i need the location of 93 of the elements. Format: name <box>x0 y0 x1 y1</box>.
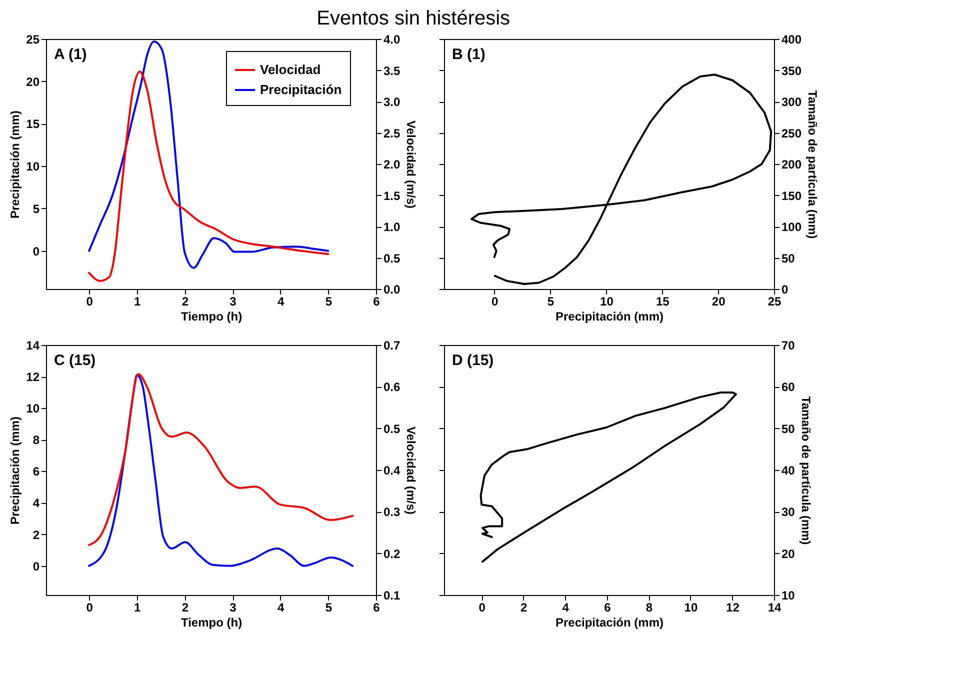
y2-tick-label: 0 <box>782 282 788 296</box>
x-tick-label: 0 <box>86 294 94 308</box>
y-tick-label: 15 <box>26 117 40 132</box>
y2-tick-label: 0.6 <box>384 380 401 394</box>
y2-tick-label: 0.2 <box>384 546 401 561</box>
y2-tick-label: 400 <box>782 32 802 46</box>
x-tick-label: 5 <box>325 294 332 308</box>
y-tick-label: 14 <box>26 338 40 352</box>
x-tick-label: 0 <box>491 294 498 308</box>
y2-axis-title: Velocidad (m/s) <box>404 120 418 209</box>
x-tick-label: 2 <box>182 600 189 614</box>
y2-tick-label: 0.7 <box>384 338 401 352</box>
x-tick-label: 3 <box>230 294 237 308</box>
y2-tick-label: 70 <box>782 338 796 352</box>
x-tick-label: 3 <box>230 600 237 614</box>
annotation: B (1) <box>452 46 486 63</box>
y2-tick-label: 250 <box>782 126 802 140</box>
y2-tick-label: 100 <box>782 220 802 234</box>
y2-tick-label: 4.0 <box>384 32 401 46</box>
legend-label: Precipitación <box>260 82 342 97</box>
y2-tick-label: 20 <box>782 546 796 561</box>
annotation: D (15) <box>452 352 494 369</box>
x-tick-label: 10 <box>600 294 614 308</box>
y-tick-label: 8 <box>32 433 40 448</box>
y2-tick-label: 50 <box>782 251 796 266</box>
y-axis-title: Precipitación (mm) <box>8 416 22 525</box>
y2-axis-title: Tamaño de partícula (mm) <box>798 396 813 545</box>
x-tick-label: 14 <box>768 600 782 614</box>
y2-tick-label: 60 <box>782 380 796 394</box>
x-tick-label: 5 <box>547 294 554 308</box>
annotation: A (1) <box>54 46 87 63</box>
x-axis-title: Tiempo (h) <box>180 616 242 630</box>
x-tick-label: 15 <box>656 294 670 308</box>
y-tick-label: 2 <box>32 528 40 542</box>
y2-tick-label: 300 <box>782 95 802 109</box>
x-tick-label: 10 <box>684 600 698 614</box>
x-tick-label: 2 <box>182 294 189 308</box>
x-axis-title: Precipitación (mm) <box>555 616 664 630</box>
y2-tick-label: 3.5 <box>384 64 401 78</box>
y2-tick-label: 2.5 <box>384 126 401 140</box>
x-tick-label: 6 <box>373 600 380 614</box>
x-tick-label: 1 <box>134 600 142 614</box>
y-tick-label: 25 <box>26 32 40 46</box>
x-tick-label: 8 <box>646 600 653 614</box>
y-tick-label: 10 <box>26 160 40 174</box>
x-tick-label: 1 <box>134 294 142 308</box>
y2-tick-label: 150 <box>782 188 802 203</box>
y-tick-label: 4 <box>32 496 40 510</box>
x-tick-label: 4 <box>278 294 285 308</box>
y2-tick-label: 3.0 <box>384 95 401 109</box>
x-tick-label: 6 <box>373 294 380 308</box>
y2-tick-label: 0.1 <box>384 588 401 602</box>
line-series <box>480 392 737 563</box>
y-tick-label: 0 <box>32 244 40 258</box>
y2-tick-label: 0.4 <box>384 464 401 478</box>
y-axis-title: Precipitación (mm) <box>8 110 22 219</box>
y2-tick-label: 2.0 <box>384 158 401 172</box>
x-tick-label: 25 <box>768 294 782 308</box>
y2-tick-label: 50 <box>782 422 796 436</box>
y2-tick-label: 0.5 <box>384 422 401 436</box>
y2-tick-label: 0.0 <box>384 282 401 296</box>
y-tick-label: 20 <box>26 74 40 89</box>
x-tick-label: 0 <box>478 600 486 614</box>
legend-label: Velocidad <box>260 62 321 77</box>
y-tick-label: 6 <box>32 464 40 479</box>
y-tick-label: 12 <box>26 370 40 384</box>
x-tick-label: 4 <box>562 600 570 614</box>
y2-tick-label: 0.3 <box>384 505 401 520</box>
annotation: C (15) <box>54 352 96 369</box>
y2-tick-label: 40 <box>782 464 796 478</box>
x-tick-label: 12 <box>726 600 740 614</box>
y2-tick-label: 30 <box>782 505 796 520</box>
x-axis-title: Tiempo (h) <box>180 310 242 324</box>
y2-axis-title: Tamaño de partícula (mm) <box>806 90 820 239</box>
y2-tick-label: 10 <box>782 588 796 602</box>
y2-tick-label: 350 <box>782 64 802 78</box>
x-tick-label: 5 <box>325 600 332 614</box>
y-tick-label: 5 <box>32 202 40 216</box>
y2-axis-title: Velocidad (m/s) <box>404 426 418 515</box>
chart-title: Eventos sin histéresis <box>316 8 510 30</box>
y-tick-label: 0 <box>32 559 40 574</box>
y2-tick-label: 1.5 <box>384 188 401 203</box>
x-tick-label: 2 <box>520 600 528 614</box>
y2-tick-label: 200 <box>782 158 802 172</box>
x-axis-title: Precipitación (mm) <box>555 310 664 324</box>
x-tick-label: 0 <box>86 600 94 614</box>
x-tick-label: 4 <box>278 600 285 614</box>
y2-tick-label: 0.5 <box>384 251 401 266</box>
y2-tick-label: 1.0 <box>384 220 401 234</box>
y-tick-label: 10 <box>26 402 40 416</box>
x-tick-label: 20 <box>712 294 726 308</box>
x-tick-label: 6 <box>604 600 612 614</box>
line-series <box>470 74 772 285</box>
